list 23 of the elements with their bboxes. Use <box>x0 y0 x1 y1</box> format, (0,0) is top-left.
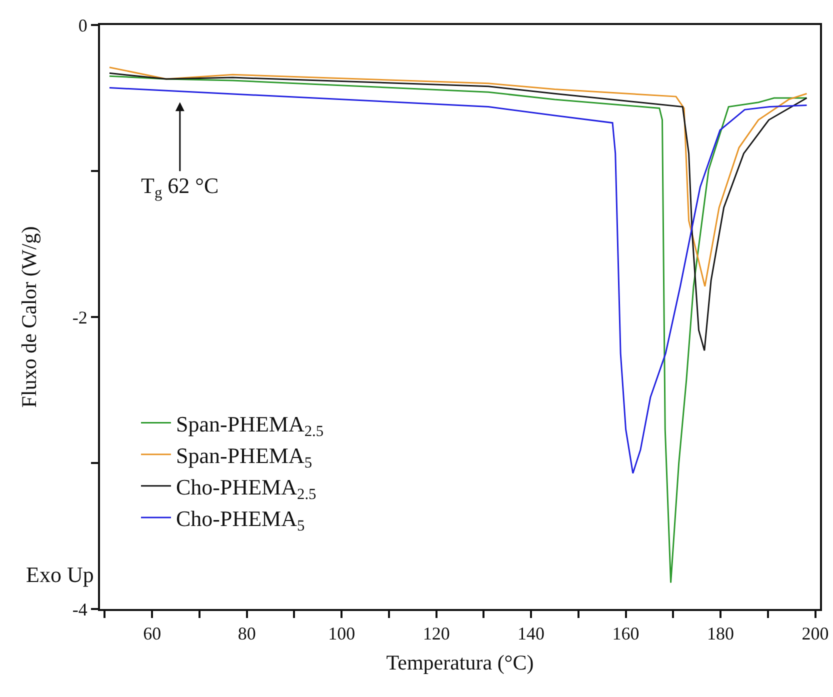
line-series <box>108 66 808 288</box>
x-tick-label: 120 <box>422 624 450 644</box>
x-axis-title: Temperatura (°C) <box>386 650 534 674</box>
y-tick-label: 0 <box>78 15 88 36</box>
x-tick-label: 200 <box>802 624 829 644</box>
legend-label: Cho-PHEMA$_{5}$ <box>176 506 306 535</box>
x-tick-label: 160 <box>612 624 640 644</box>
y-tick-label: -4 <box>72 599 88 620</box>
legend-label: Cho-PHEMA$_{2.5}$ <box>176 474 317 504</box>
legend-label: Span-PHEMA$_{5}$ <box>176 442 312 472</box>
line-series <box>108 87 808 474</box>
x-tick-label: 140 <box>518 624 545 644</box>
x-tick-label: 80 <box>238 624 256 644</box>
text: Exo Up <box>26 562 94 587</box>
line-series <box>108 75 808 584</box>
y-axis-title: Fluxo de Calor (W/g) <box>17 226 42 408</box>
legend-label: Span-PHEMA$_{2.5}$ <box>176 411 324 440</box>
y-tick-label: -2 <box>72 307 88 328</box>
annotation: T$_{g}$ 62 °C <box>141 173 219 202</box>
x-tick-label: 60 <box>143 624 162 644</box>
line-series <box>108 72 808 352</box>
x-tick-label: 100 <box>328 624 356 644</box>
x-tick-label: 180 <box>707 624 734 644</box>
